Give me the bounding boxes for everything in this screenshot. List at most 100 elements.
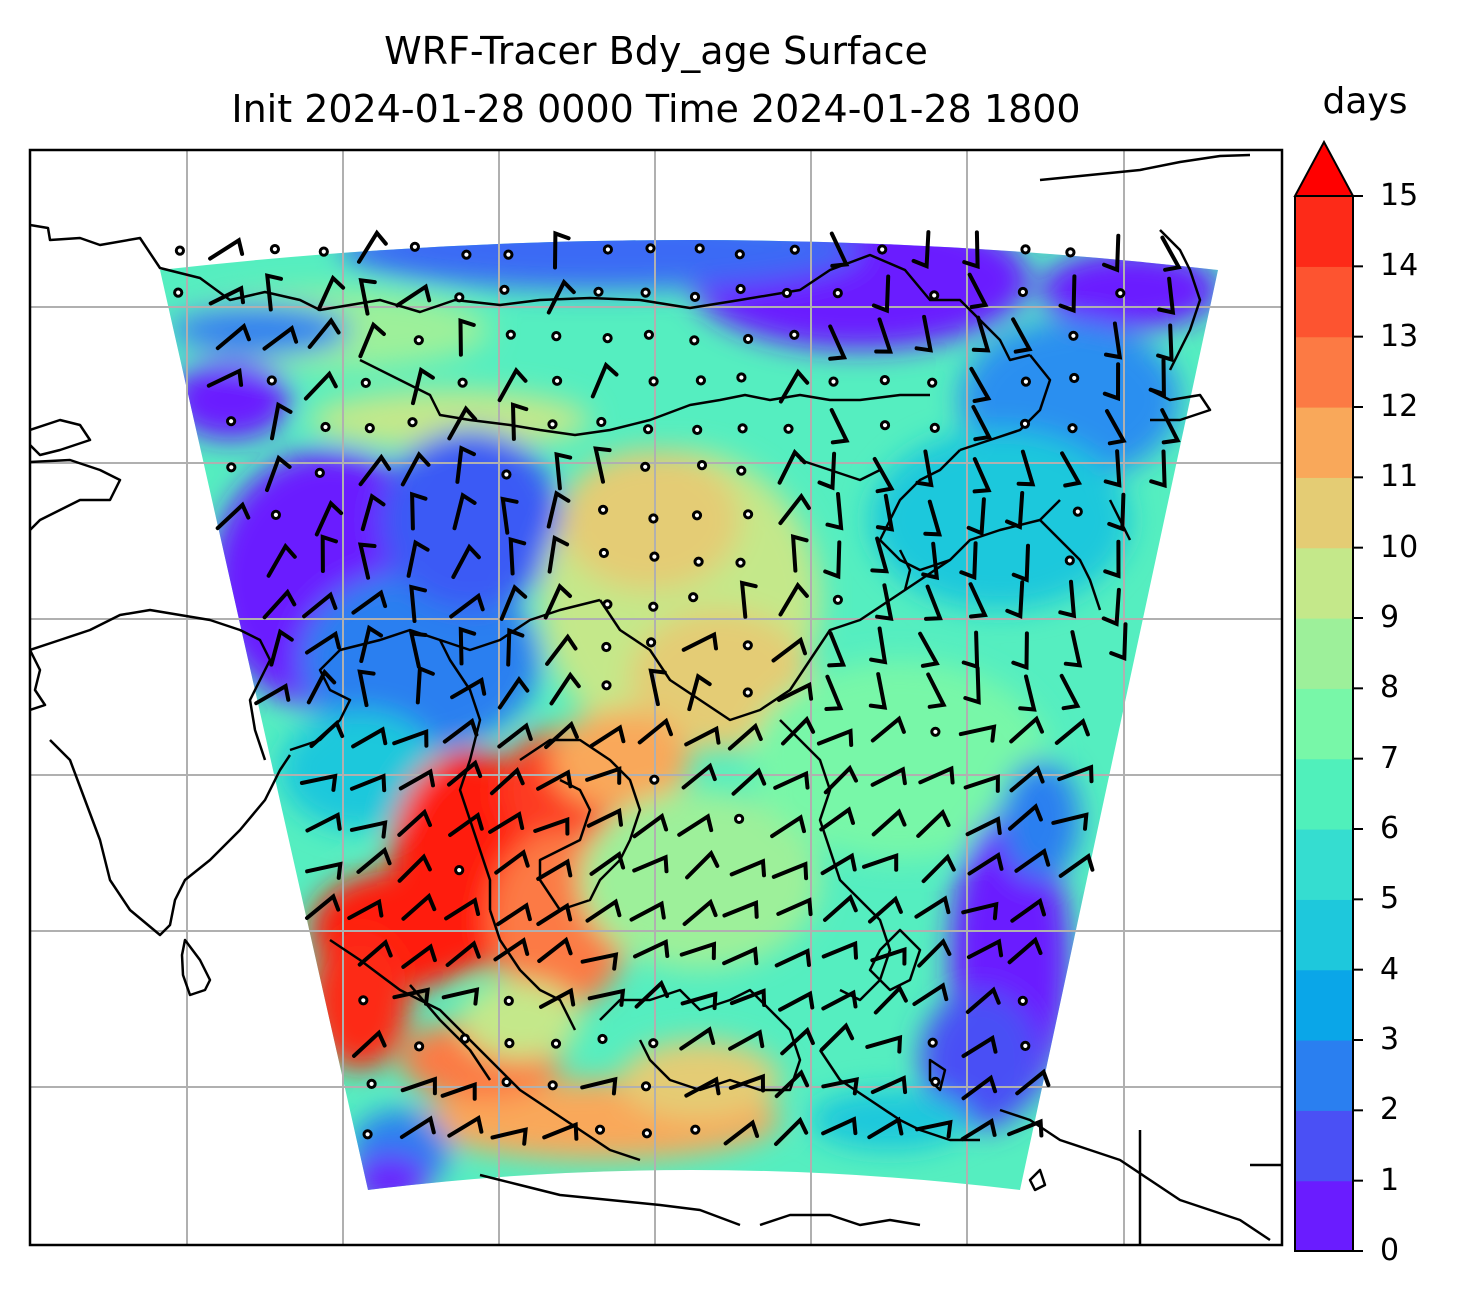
- calm-wind-circle: [734, 813, 745, 825]
- wind-barb: [870, 715, 906, 743]
- wind-barb: [536, 858, 573, 881]
- wind-barb: [1058, 579, 1077, 619]
- calm-wind-circle: [789, 244, 800, 255]
- wind-barb: [684, 1076, 721, 1098]
- calm-wind-circle: [318, 246, 329, 257]
- wind-barb: [923, 499, 943, 537]
- wind-barb: [637, 717, 673, 745]
- wind-barb: [722, 946, 759, 966]
- wind-barb: [914, 895, 951, 919]
- wind-barb: [821, 940, 858, 960]
- calm-wind-circle: [593, 286, 604, 297]
- wind-barb: [410, 491, 428, 531]
- wind-barb: [411, 366, 435, 406]
- wind-barb: [914, 314, 933, 353]
- colorbar-tick-label: 8: [1380, 670, 1400, 706]
- wind-barb: [547, 534, 570, 574]
- map-frame: [28, 148, 1284, 1247]
- wind-barb: [865, 1034, 903, 1054]
- wind-barb: [819, 1022, 855, 1052]
- wind-barb: [305, 630, 341, 655]
- wind-barb: [871, 274, 891, 314]
- colorbar-segment: [1295, 196, 1353, 267]
- calm-wind-circle: [742, 640, 753, 651]
- wind-barb: [681, 631, 718, 652]
- wind-barb: [681, 762, 717, 790]
- calm-wind-circle: [689, 291, 701, 302]
- calm-wind-circle: [688, 592, 699, 603]
- wind-barb: [309, 719, 345, 748]
- tracer-field: [160, 240, 1218, 1190]
- wind-barb: [545, 633, 578, 666]
- wind-barb: [868, 895, 903, 924]
- calm-wind-circle: [269, 244, 280, 255]
- wind-barb: [1059, 673, 1081, 711]
- wind-barb: [307, 317, 341, 349]
- wind-barb: [401, 892, 437, 921]
- wind-barb: [778, 492, 811, 526]
- calm-wind-circle: [270, 509, 281, 521]
- calm-wind-circle: [503, 249, 514, 260]
- calm-wind-circle: [742, 687, 753, 698]
- wind-barb: [911, 230, 931, 269]
- calm-wind-circle: [594, 1124, 606, 1135]
- wind-barb: [397, 853, 432, 883]
- map-title-line1: WRF-Tracer Bdy_age Surface: [384, 29, 928, 73]
- wind-barb: [458, 317, 476, 357]
- wind-barb: [971, 315, 991, 353]
- colorbar-segment: [1295, 1110, 1353, 1182]
- wind-barb: [265, 454, 292, 492]
- wind-barb: [543, 583, 572, 620]
- wind-barb: [821, 1076, 859, 1096]
- wind-barb: [873, 984, 908, 1015]
- wind-barb: [1101, 587, 1121, 627]
- colorbar-segment: [1295, 899, 1353, 971]
- calm-wind-circle: [879, 375, 890, 386]
- calm-wind-circle: [314, 467, 325, 478]
- wind-barb: [397, 808, 432, 837]
- wind-barb: [971, 405, 993, 442]
- wind-barb: [915, 1119, 953, 1139]
- calm-wind-circle: [743, 333, 754, 345]
- wind-barb: [1007, 1118, 1044, 1138]
- wind-barb: [966, 938, 1004, 960]
- calm-wind-circle: [454, 292, 465, 303]
- calm-wind-circle: [173, 287, 184, 298]
- wind-barb: [774, 1069, 810, 1099]
- wind-barb: [821, 1116, 858, 1136]
- calm-wind-circle: [1065, 247, 1076, 258]
- calm-wind-circle: [879, 420, 891, 431]
- wind-barb: [912, 982, 949, 1006]
- colorbar-tick-label: 1: [1380, 1162, 1400, 1198]
- calm-wind-circle: [743, 509, 754, 520]
- wind-barb: [723, 1119, 760, 1146]
- wind-barb: [771, 861, 809, 881]
- wind-barb: [401, 943, 437, 969]
- wind-barb: [536, 769, 573, 791]
- calm-wind-circle: [602, 599, 613, 610]
- wind-barb: [447, 405, 478, 441]
- colorbar-tick-label: 5: [1380, 881, 1400, 917]
- calm-wind-circle: [409, 241, 420, 252]
- wind-barb: [440, 1081, 477, 1101]
- wind-barb: [305, 811, 342, 833]
- wind-barb: [489, 767, 525, 796]
- wind-barb: [408, 631, 428, 669]
- wind-barb: [961, 901, 999, 921]
- calm-wind-circle: [649, 774, 660, 785]
- wind-barb: [915, 449, 934, 488]
- wind-barb: [208, 237, 245, 261]
- wind-barb: [959, 541, 978, 581]
- wind-barb: [262, 588, 297, 620]
- wind-barb: [441, 987, 480, 1006]
- wind-barb: [960, 1118, 997, 1142]
- calm-wind-circle: [737, 423, 748, 434]
- calm-wind-circles: [173, 241, 1126, 1140]
- wind-barb: [544, 720, 579, 749]
- wind-barb: [780, 1026, 815, 1056]
- wind-barb: [870, 946, 907, 966]
- wind-barb: [357, 939, 393, 967]
- colorbar: [1293, 139, 1363, 1252]
- wind-barb: [320, 534, 338, 573]
